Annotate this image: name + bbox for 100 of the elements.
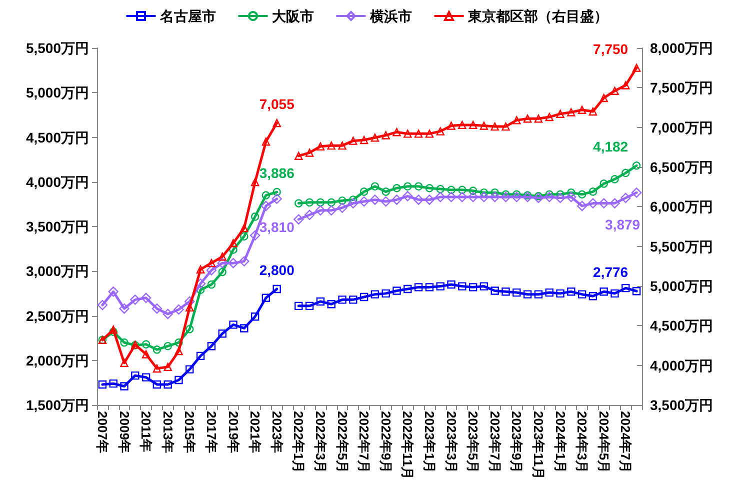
x-tick-label: 2024年5月: [596, 411, 612, 474]
point: [468, 283, 478, 292]
point: [120, 358, 128, 368]
point: [97, 300, 108, 310]
point: [446, 192, 456, 202]
point: [262, 294, 270, 302]
y-tick-label: 5,000万円: [26, 84, 89, 101]
y2-tick-label: 6,500万円: [650, 159, 714, 175]
point: [436, 184, 444, 194]
point: [414, 182, 423, 190]
point: [435, 192, 446, 202]
point: [174, 376, 183, 384]
point: [413, 194, 424, 205]
point: [250, 312, 260, 321]
point: [338, 196, 346, 205]
point: [218, 330, 226, 338]
x-tick-label: 2023年11月: [530, 411, 546, 480]
point: [578, 190, 586, 198]
point: [480, 188, 488, 197]
point: [316, 142, 325, 150]
point: [164, 380, 172, 389]
point: [598, 198, 609, 208]
point: [436, 282, 444, 290]
point: [622, 168, 630, 178]
point: [500, 192, 511, 202]
x-tick-label: 2023年: [269, 411, 284, 453]
point: [468, 186, 478, 195]
point: [402, 191, 413, 202]
point: [250, 212, 260, 221]
point: [436, 127, 444, 136]
point: [555, 192, 566, 204]
y2-tick-label: 3,500万円: [650, 397, 714, 413]
point: [620, 192, 631, 204]
y2-tick-label: 7,500万円: [650, 80, 714, 96]
point: [392, 184, 401, 192]
point: [600, 94, 608, 102]
point: [534, 192, 543, 200]
point: [468, 192, 478, 202]
data-label: 2,800: [259, 262, 295, 278]
point: [338, 141, 346, 150]
point: [382, 289, 390, 298]
data-label: 7,750: [593, 40, 628, 57]
point: [534, 114, 543, 123]
point: [305, 302, 314, 310]
y2-tick-label: 5,500万円: [650, 238, 714, 254]
data-label: 3,879: [605, 216, 640, 233]
point: [120, 338, 128, 347]
y-tick-label: 2,000万円: [26, 352, 89, 368]
point: [544, 192, 554, 202]
point: [240, 324, 248, 332]
point: [392, 128, 401, 136]
point: [545, 288, 554, 297]
point: [522, 192, 533, 202]
point: [490, 286, 499, 295]
x-tick-label: 2023年1月: [422, 411, 437, 474]
point: [480, 282, 488, 290]
data-label: 3,810: [259, 218, 295, 235]
point: [186, 325, 194, 334]
point: [578, 290, 586, 298]
x-tick-label: 2023年5月: [466, 411, 481, 474]
point: [184, 296, 195, 307]
x-tick-label: 2023年7月: [487, 411, 502, 474]
point: [512, 192, 522, 202]
point: [447, 280, 456, 289]
point: [272, 118, 281, 128]
x-tick-label: 2009年: [116, 411, 132, 453]
x-tick-label: 2022年9月: [378, 411, 394, 474]
point: [404, 182, 412, 190]
point: [250, 178, 260, 186]
point: [98, 380, 107, 389]
point: [206, 265, 217, 276]
point: [304, 210, 315, 220]
point: [207, 342, 216, 350]
point: [327, 141, 336, 150]
point: [142, 350, 150, 358]
point: [533, 192, 544, 204]
point: [631, 188, 642, 198]
legend-label: 名古屋市: [159, 8, 216, 24]
x-tick-label: 2024年7月: [618, 411, 634, 474]
point: [315, 205, 326, 216]
point: [425, 130, 434, 138]
x-tick-label: 2019年: [226, 411, 241, 453]
point: [622, 81, 630, 90]
point: [262, 191, 270, 200]
data-label: 7,055: [259, 96, 295, 112]
point: [358, 196, 370, 207]
point: [229, 246, 238, 254]
point: [217, 258, 228, 268]
point: [131, 371, 140, 380]
point: [458, 282, 466, 290]
point: [610, 175, 619, 184]
point: [490, 122, 499, 131]
point: [490, 192, 500, 202]
y2-tick-label: 6,000万円: [650, 198, 714, 215]
point: [545, 112, 554, 122]
point: [360, 188, 368, 196]
y-tick-label: 1,500万円: [26, 397, 89, 413]
point: [424, 194, 435, 205]
point: [478, 192, 490, 202]
point: [119, 304, 130, 314]
